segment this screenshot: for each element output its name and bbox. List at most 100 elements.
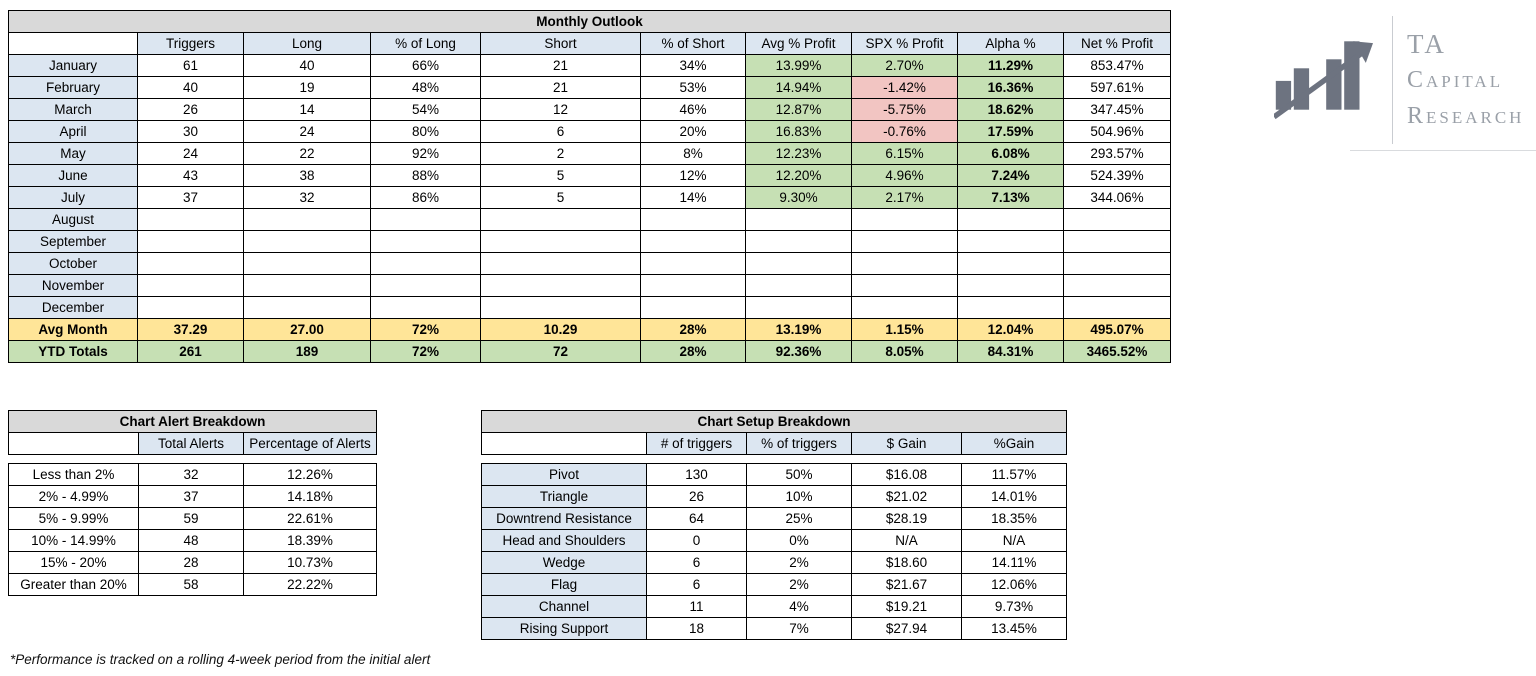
row-label: June [8, 164, 138, 187]
data-cell: 0% [746, 529, 852, 552]
data-cell: 12.23% [745, 142, 852, 165]
gap-cell [481, 454, 647, 464]
row-label: September [8, 230, 138, 253]
data-cell: 9.30% [745, 186, 852, 209]
row-label: May [8, 142, 138, 165]
data-cell: 12.06% [961, 573, 1067, 596]
column-header: # of triggers [646, 432, 747, 455]
data-cell: 64 [646, 507, 747, 530]
column-header: Percentage of Alerts [243, 432, 377, 455]
data-cell: 21 [480, 76, 641, 99]
data-cell: 12% [640, 164, 746, 187]
data-cell [851, 208, 958, 231]
data-cell [745, 252, 852, 275]
data-cell [370, 274, 481, 297]
row-label: Wedge [481, 551, 647, 574]
data-cell: 14.11% [961, 551, 1067, 574]
table-row: April 30 24 80% 6 20% 16.83% -0.76% 17.59% 504.96… [8, 120, 1171, 143]
row-label: 10% - 14.99% [8, 529, 139, 552]
table-row: 10% - 14.99% 48 18.39% [8, 529, 377, 552]
table-row: Avg Month 37.29 27.00 72% 10.29 28% 13.19% 1.15… [8, 318, 1171, 341]
data-cell: 48% [370, 76, 481, 99]
data-cell [851, 296, 958, 319]
data-cell: 11 [646, 595, 747, 618]
data-cell: 9.73% [961, 595, 1067, 618]
data-cell: 4.96% [851, 164, 958, 187]
table-row: Less than 2% 32 12.26% [8, 463, 377, 486]
data-cell: 20% [640, 120, 746, 143]
gap-cell [961, 454, 1067, 464]
data-cell [640, 296, 746, 319]
data-cell: -1.42% [851, 76, 958, 99]
data-cell: -0.76% [851, 120, 958, 143]
gap-cell [243, 454, 377, 464]
data-cell: $16.08 [851, 463, 962, 486]
performance-footnote: *Performance is tracked on a rolling 4-w… [10, 652, 431, 667]
data-cell: 34% [640, 54, 746, 77]
header-blank-cell [481, 432, 647, 455]
data-cell: 0 [646, 529, 747, 552]
table-row: 2% - 4.99% 37 14.18% [8, 485, 377, 508]
data-cell: 11.29% [957, 54, 1064, 77]
table-title: Chart Setup Breakdown [481, 410, 1067, 433]
data-cell: 13.19% [745, 318, 852, 341]
data-cell [480, 252, 641, 275]
data-cell: 344.06% [1063, 186, 1171, 209]
table-row: Head and Shoulders 0 0% N/A N/A [481, 529, 1067, 552]
data-cell: 16.83% [745, 120, 852, 143]
data-cell: 347.45% [1063, 98, 1171, 121]
data-cell: 53% [640, 76, 746, 99]
column-header: Short [480, 32, 641, 55]
data-cell: 6 [480, 120, 641, 143]
data-cell: 18.39% [243, 529, 377, 552]
data-cell: $27.94 [851, 617, 962, 640]
data-cell: N/A [851, 529, 962, 552]
row-label: February [8, 76, 138, 99]
data-cell [640, 252, 746, 275]
data-cell: 66% [370, 54, 481, 77]
data-cell: 86% [370, 186, 481, 209]
data-cell: 189 [243, 340, 371, 363]
data-cell [957, 230, 1064, 253]
data-cell: 12.04% [957, 318, 1064, 341]
logo-divider [1392, 16, 1393, 144]
data-cell: 17.59% [957, 120, 1064, 143]
row-label: March [8, 98, 138, 121]
data-cell: 22 [243, 142, 371, 165]
data-cell [370, 252, 481, 275]
data-cell: 38 [243, 164, 371, 187]
data-cell: 7.24% [957, 164, 1064, 187]
data-cell: 12.87% [745, 98, 852, 121]
column-header: % of triggers [746, 432, 852, 455]
data-cell: 6 [646, 573, 747, 596]
data-cell [745, 230, 852, 253]
data-cell: 19 [243, 76, 371, 99]
data-cell: 13.45% [961, 617, 1067, 640]
data-cell: $18.60 [851, 551, 962, 574]
data-cell: -5.75% [851, 98, 958, 121]
data-cell: 2.70% [851, 54, 958, 77]
data-cell: 37 [138, 485, 244, 508]
data-cell: 28% [640, 318, 746, 341]
table-row: January 61 40 66% 21 34% 13.99% 2.70% 11.29% 853.… [8, 54, 1171, 77]
data-cell: 14 [243, 98, 371, 121]
table-row: Channel 11 4% $19.21 9.73% [481, 595, 1067, 618]
data-cell: 293.57% [1063, 142, 1171, 165]
data-cell: 27.00 [243, 318, 371, 341]
data-cell: 8% [640, 142, 746, 165]
data-cell: 14.18% [243, 485, 377, 508]
data-cell: 48 [138, 529, 244, 552]
column-header: Total Alerts [138, 432, 244, 455]
row-label: Less than 2% [8, 463, 139, 486]
row-label: Rising Support [481, 617, 647, 640]
data-cell: 6 [646, 551, 747, 574]
row-label: 15% - 20% [8, 551, 139, 574]
data-cell: 58 [138, 573, 244, 596]
column-header: SPX % Profit [851, 32, 958, 55]
data-cell: $19.21 [851, 595, 962, 618]
table-row: August [8, 208, 1171, 231]
data-cell: 25% [746, 507, 852, 530]
row-label: Downtrend Resistance [481, 507, 647, 530]
logo-text-line-1: TA [1407, 29, 1447, 59]
gap-cell [746, 454, 852, 464]
